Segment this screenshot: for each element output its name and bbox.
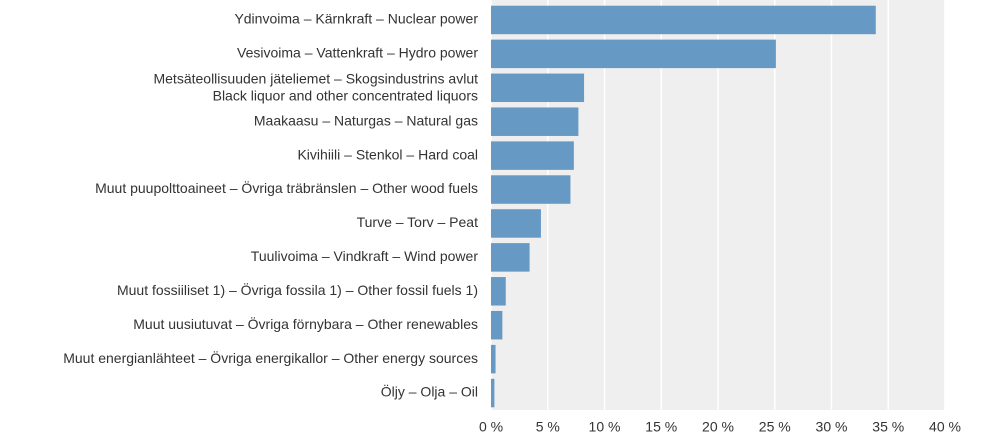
bar [491, 39, 776, 69]
y-tick-label: Muut puupolttoaineet – Övriga träbränsle… [95, 179, 478, 196]
x-tick-label: 10 % [589, 419, 621, 435]
y-tick-label: Muut uusiutuvat – Övriga förnybara – Oth… [133, 315, 478, 332]
bar [491, 378, 495, 408]
bar [491, 73, 585, 103]
bar [491, 175, 571, 204]
y-tick-label: Muut fossiiliset 1) – Övriga fossila 1) … [117, 281, 478, 298]
bar [491, 344, 496, 374]
y-tick-label: Turve – Torv – Peat [357, 214, 479, 230]
bar [491, 277, 506, 306]
y-tick-label: Öljy – Olja – Oil [381, 383, 478, 400]
y-tick-label: Kivihiili – Stenkol – Hard coal [297, 146, 478, 162]
y-tick-label: Ydinvoima – Kärnkraft – Nuclear power [234, 11, 478, 27]
bar [491, 107, 579, 136]
y-tick-label: Tuulivoima – Vindkraft – Wind power [251, 248, 479, 264]
bar [491, 5, 876, 35]
y-tick-label: Muut energianlähteet – Övriga energikall… [63, 349, 478, 366]
x-tick-label: 40 % [929, 419, 961, 435]
x-tick-label: 5 % [536, 419, 560, 435]
y-tick-label: Metsäteollisuuden jäteliemet – Skogsindu… [153, 70, 478, 103]
x-tick-label: 0 % [479, 419, 503, 435]
x-tick-label: 25 % [759, 419, 791, 435]
bar [491, 243, 530, 272]
y-tick-label: Vesivoima – Vattenkraft – Hydro power [237, 45, 478, 61]
bar [491, 209, 541, 238]
x-tick-label: 20 % [702, 419, 734, 435]
bar [491, 310, 503, 340]
x-tick-label: 35 % [872, 419, 904, 435]
x-tick-label: 15 % [645, 419, 677, 435]
bar [491, 141, 574, 170]
y-tick-label: Maakaasu – Naturgas – Natural gas [254, 112, 478, 128]
x-tick-label: 30 % [816, 419, 848, 435]
